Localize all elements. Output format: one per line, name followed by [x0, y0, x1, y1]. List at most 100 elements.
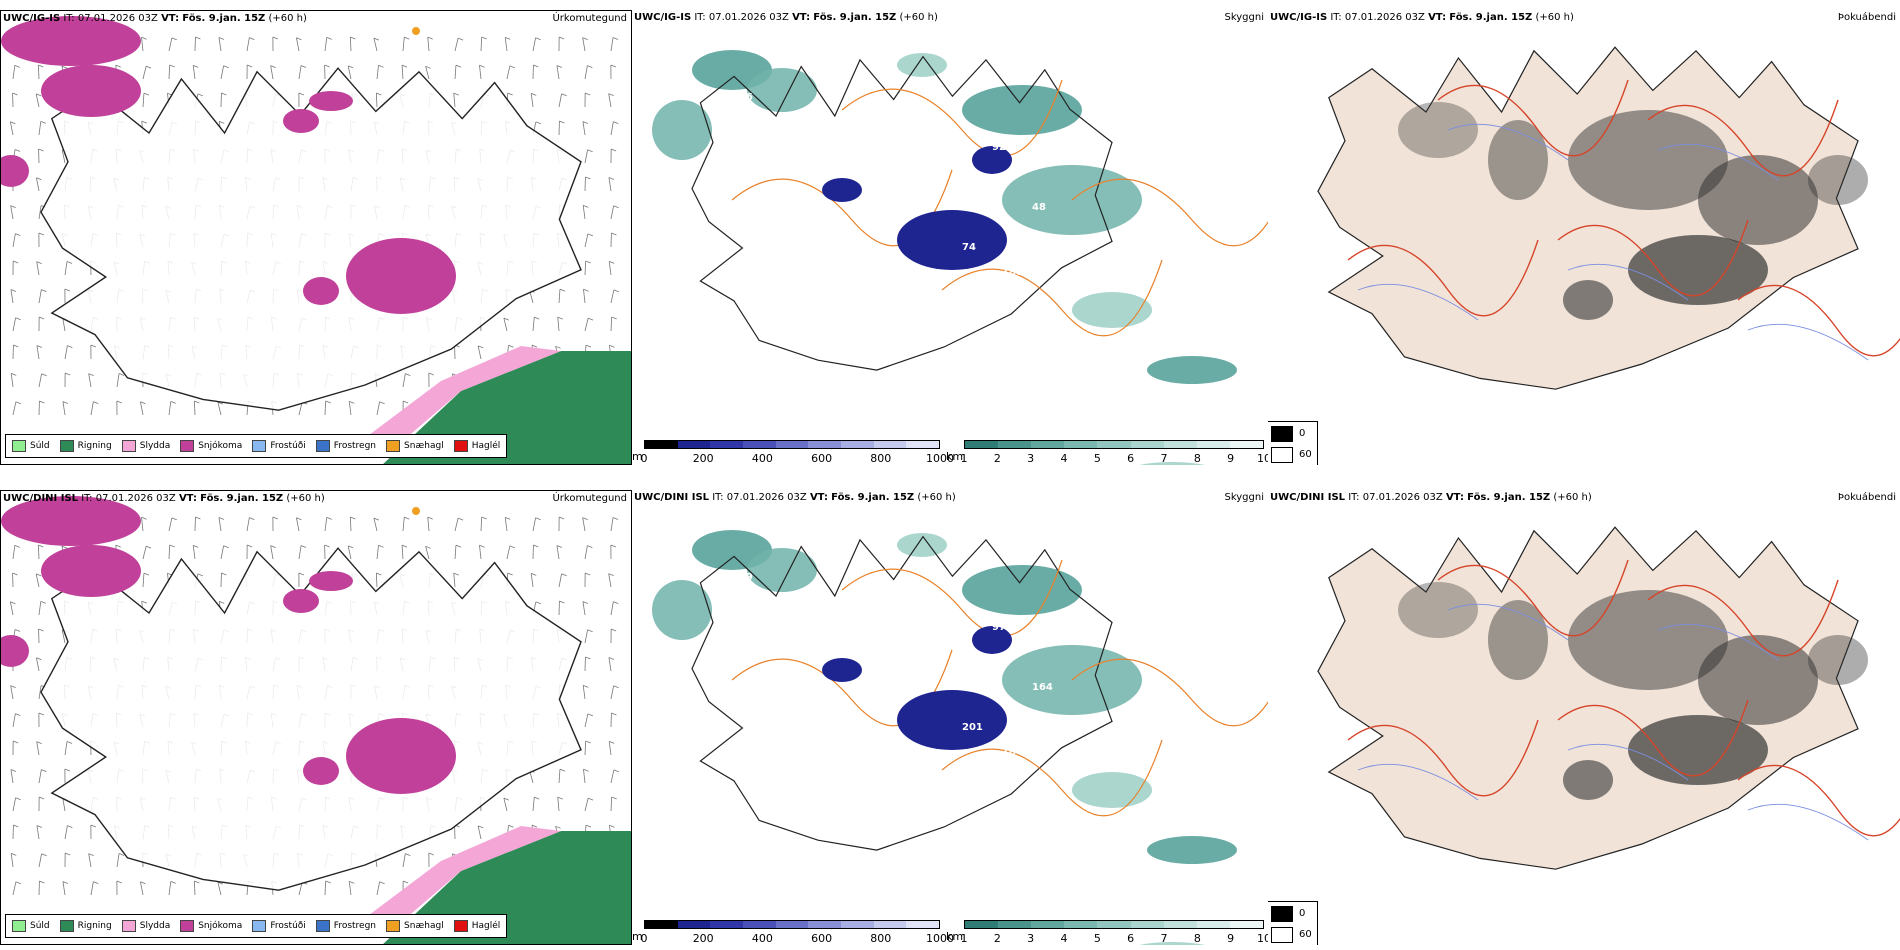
cloud-base-label: 164 — [1032, 682, 1053, 693]
init-time: 07.01.2026 03Z — [1362, 492, 1443, 503]
legend-item: Rigning — [59, 920, 112, 932]
low-visibility-area — [1147, 356, 1237, 384]
wind-barb — [193, 881, 196, 896]
wind-barb-flag — [38, 64, 44, 68]
wind-barb-flag — [13, 824, 19, 828]
visibility-colorbar: km 1 2 3 4 5 6 7 8 9 10 — [946, 440, 1268, 465]
wind-barb-flag — [217, 881, 224, 885]
precip-type-legend: Súld Rigning Slydda Snjókoma Frostúði Frostre… — [5, 914, 508, 938]
legend-item: Súld — [12, 920, 50, 932]
snow-area — [41, 65, 141, 117]
wind-barb — [503, 798, 508, 812]
fog-legend-swatch — [1271, 426, 1293, 442]
wind-barb — [168, 37, 173, 52]
wind-barb-flag — [347, 545, 354, 549]
wind-barb-flag — [143, 92, 150, 96]
wind-barb — [402, 373, 406, 388]
wind-barb-flag — [610, 628, 617, 632]
legend-label: Haglél — [471, 921, 501, 931]
wind-barb — [349, 517, 352, 532]
wind-barb — [62, 797, 66, 812]
legend-swatch — [315, 440, 330, 452]
legend-item: Rigning — [59, 440, 112, 452]
panel-title: Skyggni — [1224, 12, 1264, 23]
wind-barb — [610, 205, 614, 220]
wind-barb — [37, 65, 40, 80]
legend-label: Slydda — [139, 441, 171, 451]
wind-barb-flag — [584, 572, 591, 576]
wind-barb — [168, 517, 173, 532]
wind-barb — [168, 545, 171, 560]
legend-label: Snæhagl — [404, 921, 444, 931]
legend-label: Frostregn — [333, 441, 377, 451]
river-line — [1747, 803, 1869, 841]
cloud-base-label: 118 — [1022, 252, 1043, 263]
lead-time: (+60 h) — [1535, 12, 1574, 23]
wind-barb — [10, 769, 14, 784]
wind-barb — [610, 121, 614, 136]
wind-barb — [140, 401, 144, 416]
wind-barb — [298, 882, 303, 896]
colorbar-tick: 8 — [1193, 932, 1201, 945]
wind-barb — [584, 741, 587, 756]
snow-area — [1, 155, 29, 187]
legend-swatch — [12, 440, 26, 452]
wind-barb — [608, 177, 612, 192]
wind-barb-flag — [11, 372, 17, 376]
wind-barb-flag — [15, 881, 22, 885]
cloud-base-label: 201 — [962, 722, 983, 733]
legend-label: Haglél — [471, 441, 501, 451]
fog-area — [1808, 635, 1868, 685]
colorbar-ticks: 0 200 400 600 800 1000 — [641, 932, 955, 945]
wind-barb-flag — [608, 177, 615, 180]
wind-barb — [12, 881, 17, 896]
wind-barb — [62, 881, 66, 896]
legend-item: Frostúði — [252, 440, 306, 452]
cloud-base-label: 54 — [1062, 272, 1076, 283]
wind-barb-flag — [12, 92, 18, 96]
wind-barb-flag — [325, 880, 331, 884]
wind-barb — [506, 545, 511, 560]
wind-barb — [453, 573, 456, 588]
wind-barb — [480, 37, 483, 52]
colorbar-tick: 1 — [960, 932, 968, 945]
colorbar-step — [998, 921, 1032, 928]
snow-area — [346, 238, 456, 314]
cloud-base-area — [972, 146, 1012, 174]
colorbar-tick: 200 — [692, 932, 714, 945]
wind-barb-flag — [116, 400, 123, 404]
wind-barb — [38, 121, 42, 136]
wind-barb-flag — [505, 516, 511, 520]
wind-barb-flag — [453, 572, 459, 576]
wind-barb-flag — [66, 741, 73, 744]
wind-barb-flag — [140, 401, 146, 405]
wind-barb — [35, 573, 40, 588]
wind-barb-flag — [557, 796, 563, 800]
colorbar-step — [965, 441, 999, 448]
wind-barb-flag — [67, 825, 73, 828]
wind-barb — [12, 401, 17, 416]
wind-barb-flag — [218, 517, 225, 520]
wind-barb — [12, 713, 16, 728]
low-visibility-area — [747, 68, 817, 112]
wind-barb-flag — [404, 36, 410, 40]
panel-title: Úrkomutegund — [552, 13, 627, 24]
wind-barb-flag — [531, 824, 538, 828]
river-line — [1657, 623, 1779, 661]
wind-barb-flag — [298, 572, 305, 576]
model-name: UWC/IG-IS — [1270, 12, 1328, 23]
cloud-base-label: 48 — [1032, 202, 1046, 213]
wind-barb-flag — [326, 36, 332, 40]
wind-barb-flag — [12, 260, 19, 264]
road-line — [941, 259, 1163, 337]
wind-barb-flag — [376, 92, 382, 96]
wind-barb-flag — [402, 880, 409, 884]
snow-area — [41, 545, 141, 597]
wind-barb — [373, 38, 378, 52]
wind-barb — [36, 657, 40, 672]
wind-barb-flag — [559, 600, 565, 604]
wind-barb — [584, 318, 589, 332]
colorbar-step — [710, 441, 744, 448]
road-line — [841, 79, 1063, 157]
road-line — [1557, 699, 1749, 777]
